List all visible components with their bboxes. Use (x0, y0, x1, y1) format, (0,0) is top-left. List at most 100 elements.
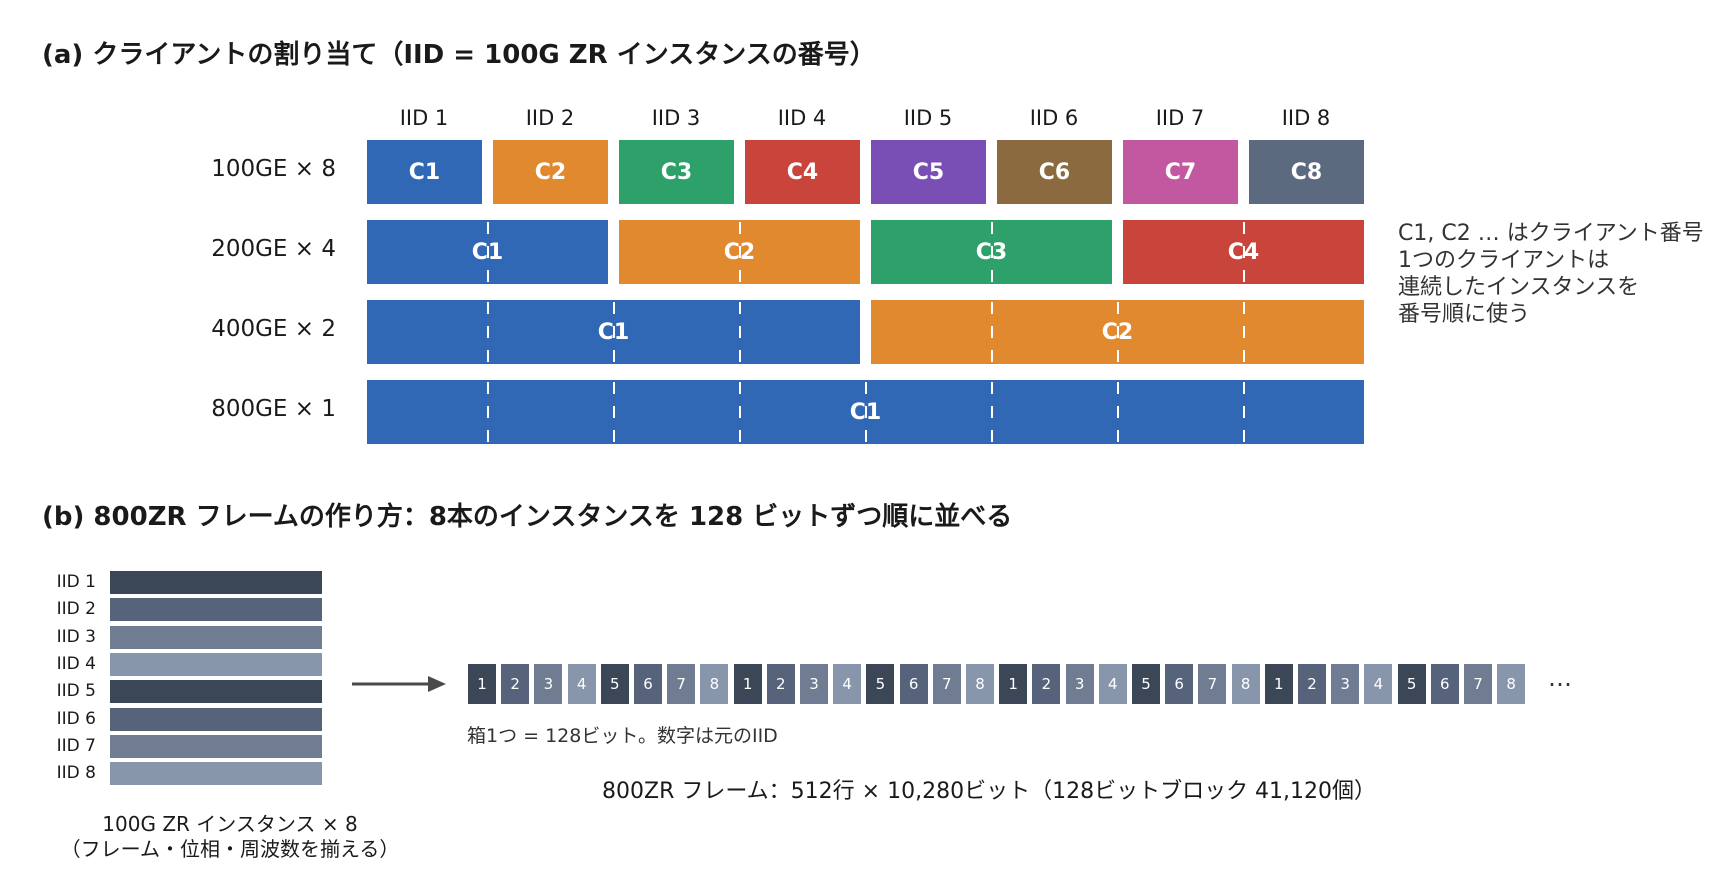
instance-boundary-tick (864, 382, 867, 394)
instance-boundary-tick (1242, 302, 1245, 314)
iid-header: IID 5 (903, 106, 953, 130)
instance-label: IID 2 (56, 599, 96, 620)
box-note: 箱1つ = 128ビット。数字は元のIID (467, 725, 778, 747)
instance-boundary-tick (738, 246, 741, 258)
client-block: C1 (367, 220, 608, 284)
instance-boundary-tick (990, 382, 993, 394)
instance-boundary-tick (486, 246, 489, 258)
block-box: 1 (733, 664, 762, 704)
block-box: 5 (1397, 664, 1426, 704)
sequence-ellipsis: … (1548, 664, 1572, 692)
instance-bar (110, 734, 322, 758)
instance-boundary-tick (738, 406, 741, 418)
client-label: C3 (660, 159, 693, 185)
instance-boundary-tick (990, 270, 993, 282)
instance-bar (110, 707, 322, 731)
client-label: C2 (534, 159, 567, 185)
block-box: 4 (1364, 664, 1393, 704)
instance-label: IID 8 (56, 763, 96, 784)
instance-label: IID 6 (56, 708, 96, 729)
instance-boundary-tick (1242, 326, 1245, 338)
instance-boundary-tick (864, 406, 867, 418)
instance-bar (110, 762, 322, 786)
client-block: C3 (619, 140, 734, 204)
instance-bar (110, 598, 322, 622)
instance-boundary-tick (1116, 382, 1119, 394)
client-block: C3 (871, 220, 1112, 284)
client-note-line: 連続したインスタンスを (1398, 275, 1640, 300)
block-box: 1 (1264, 664, 1293, 704)
client-label: C7 (1164, 159, 1197, 185)
instance-boundary-tick (738, 326, 741, 338)
instance-boundary-tick (990, 326, 993, 338)
client-label: C8 (1290, 159, 1323, 185)
iid-header: IID 4 (777, 106, 827, 130)
block-box: 2 (1032, 664, 1061, 704)
instance-bar (110, 571, 322, 594)
client-label: C5 (912, 159, 945, 185)
block-box: 6 (1430, 664, 1459, 704)
client-block: C4 (745, 140, 860, 204)
client-block: C2 (871, 300, 1364, 364)
instance-boundary-tick (1242, 406, 1245, 418)
block-box: 5 (1132, 664, 1160, 704)
row-label: 800GE × 1 (211, 396, 336, 422)
instance-boundary-tick (486, 302, 489, 314)
instance-boundary-tick (738, 270, 741, 282)
section-a-title: (a) クライアントの割り当て（IID = 100G ZR インスタンスの番号） (42, 40, 876, 70)
instance-boundary-tick (486, 430, 489, 442)
instance-label: IID 1 (56, 572, 96, 592)
instance-boundary-tick (1242, 270, 1245, 282)
client-label: C6 (1038, 159, 1071, 185)
instance-boundary-tick (738, 302, 741, 314)
block-box: 3 (534, 664, 563, 704)
client-block: C7 (1123, 140, 1238, 204)
block-box: 3 (800, 664, 828, 704)
client-block: C5 (871, 140, 986, 204)
client-block: C1 (367, 380, 1364, 444)
instance-label: IID 3 (56, 626, 96, 647)
block-box: 2 (501, 664, 530, 704)
block-box: 8 (700, 664, 729, 704)
instance-bar (110, 680, 322, 704)
instance-boundary-tick (612, 406, 615, 418)
frame-caption: 800ZR フレーム：512行 × 10,280ビット（128ビットブロック 4… (602, 779, 1377, 804)
instance-boundary-tick (612, 430, 615, 442)
instance-boundary-tick (990, 430, 993, 442)
block-box: 4 (833, 664, 862, 704)
block-box: 6 (899, 664, 928, 704)
instance-boundary-tick (486, 326, 489, 338)
client-note: C1, C2 … はクライアント番号 1つのクライアントは 連続したインスタンス… (1398, 220, 1704, 328)
block-box: 8 (1497, 664, 1526, 704)
iid-header: IID 6 (1029, 106, 1079, 130)
instance-boundary-tick (990, 350, 993, 362)
client-note-line: 1つのクライアントは (1398, 248, 1610, 273)
instance-boundary-tick (1116, 302, 1119, 314)
instance-boundary-tick (1242, 222, 1245, 234)
instance-boundary-tick (486, 270, 489, 282)
block-box: 1 (468, 664, 496, 704)
instance-boundary-tick (990, 222, 993, 234)
iid-header: IID 7 (1155, 106, 1205, 130)
client-note-line: C1, C2 … はクライアント番号 (1398, 221, 1704, 246)
instance-label: IID 4 (56, 653, 96, 674)
instance-boundary-tick (1116, 406, 1119, 418)
row-label: 200GE × 4 (211, 236, 336, 262)
instance-boundary-tick (486, 350, 489, 362)
instance-boundary-tick (612, 350, 615, 362)
client-block: C2 (619, 220, 860, 284)
instance-boundary-tick (738, 350, 741, 362)
instance-boundary-tick (486, 382, 489, 394)
iid-header: IID 1 (399, 106, 449, 130)
block-box: 3 (1331, 664, 1360, 704)
row-label: 400GE × 2 (211, 316, 336, 342)
instance-boundary-tick (738, 430, 741, 442)
block-box: 8 (966, 664, 994, 704)
instance-boundary-tick (990, 406, 993, 418)
instance-boundary-tick (1242, 246, 1245, 258)
block-box: 4 (1098, 664, 1127, 704)
block-box: 4 (567, 664, 596, 704)
block-box: 5 (600, 664, 629, 704)
instances-caption-1: 100G ZR インスタンス × 8 (102, 812, 358, 836)
block-box: 2 (1298, 664, 1326, 704)
